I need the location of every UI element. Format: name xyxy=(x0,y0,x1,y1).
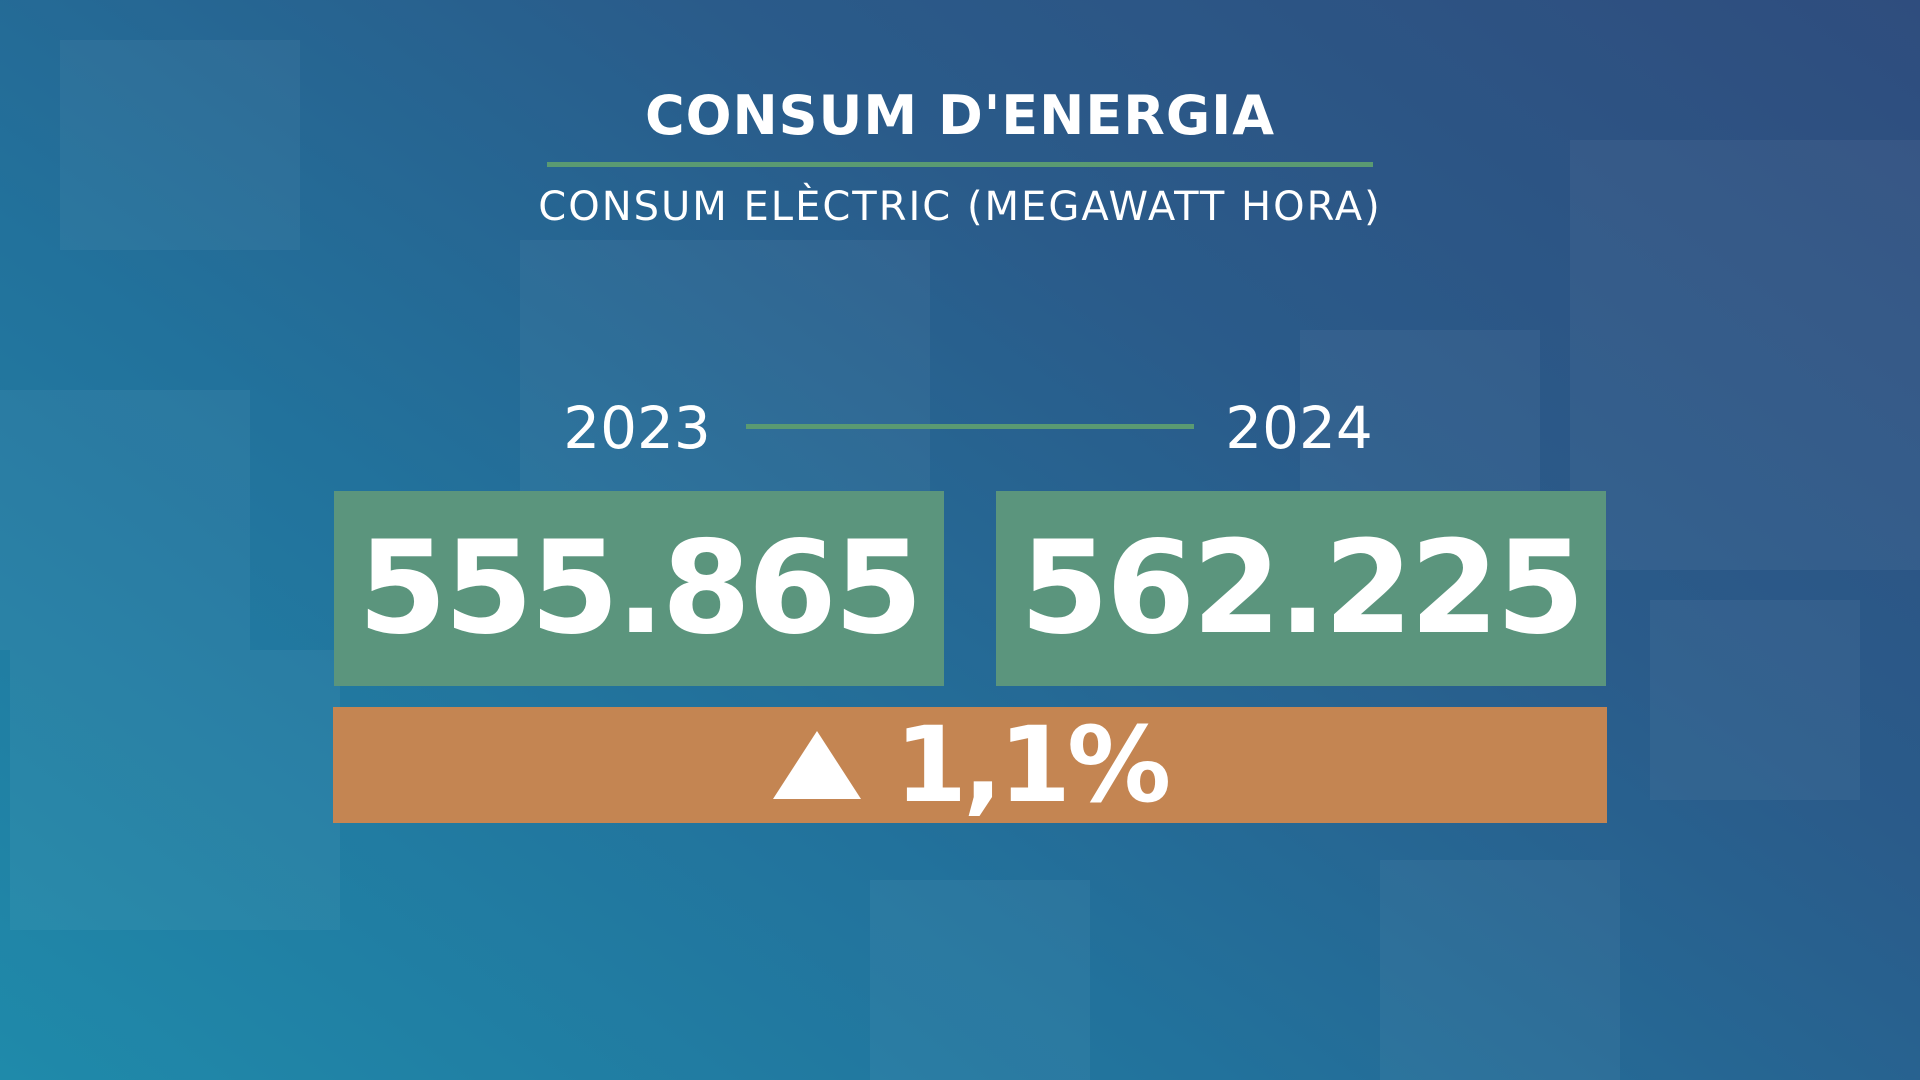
background-tile xyxy=(1570,140,1920,570)
year-connector xyxy=(746,424,1194,429)
background-tile xyxy=(1650,600,1860,800)
background-tile xyxy=(10,650,340,930)
title-rule xyxy=(547,162,1373,167)
year-label: 2023 xyxy=(563,394,711,462)
year-label: 2024 xyxy=(1225,394,1373,462)
background-tile xyxy=(520,240,930,500)
value-box: 562.225 xyxy=(996,491,1606,686)
background-tile xyxy=(870,880,1090,1080)
background-tile xyxy=(1380,860,1620,1080)
change-value: 1,1% xyxy=(894,704,1171,826)
background-tile xyxy=(0,390,250,650)
value: 562.225 xyxy=(1020,514,1585,663)
value-box: 555.865 xyxy=(334,491,944,686)
background-tile xyxy=(60,40,300,250)
subtitle: CONSUM ELÈCTRIC (MEGAWATT HORA) xyxy=(538,184,1382,230)
title: CONSUM D'ENERGIA xyxy=(644,84,1276,147)
change-bar: 1,1% xyxy=(333,704,1607,826)
value: 555.865 xyxy=(358,514,923,663)
up-arrow xyxy=(772,731,861,799)
